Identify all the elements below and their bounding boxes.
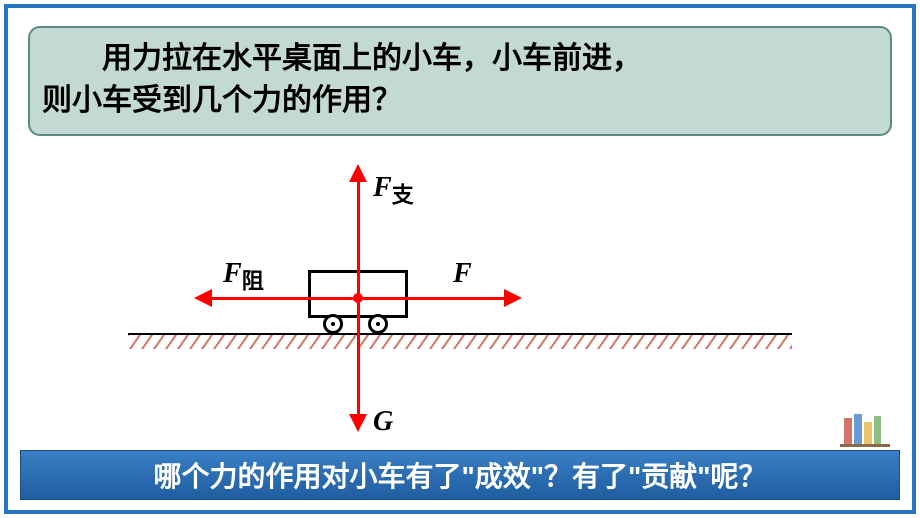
question-line1: 用力拉在水平桌面上的小车，小车前进， (102, 42, 642, 75)
force-label-up: F支 (373, 172, 414, 210)
force-label-left: F阻 (223, 258, 264, 296)
force-down-main: G (373, 406, 393, 437)
force-arrow-right (358, 297, 508, 300)
slide-frame: 用力拉在水平桌面上的小车，小车前进， 则小车受到几个力的作用？ F支 F阻 (4, 4, 916, 514)
cart-wheel-right (368, 314, 388, 334)
bottom-question-bar: 哪个力的作用对小车有了"成效"？有了"贡献"呢？ (20, 450, 900, 500)
force-up-main: F (373, 172, 392, 203)
cart-wheel-left (323, 314, 343, 334)
bottom-question-text: 哪个力的作用对小车有了"成效"？有了"贡献"呢？ (153, 455, 766, 495)
force-up-sub: 支 (392, 183, 414, 208)
force-arrowhead-right (504, 289, 522, 307)
force-arrow-down (357, 298, 360, 418)
force-left-sub: 阻 (242, 269, 264, 294)
force-right-main: F (453, 258, 472, 289)
force-label-right: F (453, 258, 472, 290)
force-label-down: G (373, 406, 393, 438)
ground-hatching (128, 335, 792, 349)
force-diagram: F支 F阻 F G (8, 158, 912, 438)
question-line2: 则小车受到几个力的作用？ (42, 84, 402, 117)
origin-dot (353, 293, 363, 303)
force-arrow-up (357, 178, 360, 298)
force-arrowhead-left (194, 289, 212, 307)
force-arrowhead-up (349, 164, 367, 182)
force-arrowhead-down (349, 414, 367, 432)
question-box: 用力拉在水平桌面上的小车，小车前进， 则小车受到几个力的作用？ (28, 26, 892, 136)
force-left-main: F (223, 258, 242, 289)
corner-decoration-books (838, 408, 898, 448)
force-arrow-left (208, 297, 358, 300)
